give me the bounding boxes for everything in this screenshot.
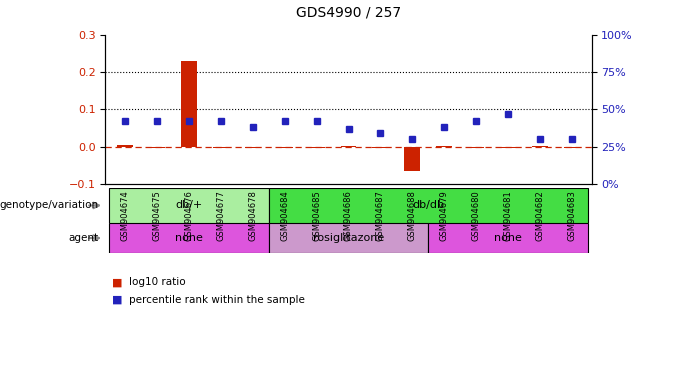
Text: GSM904676: GSM904676	[184, 190, 193, 241]
Text: db/+: db/+	[175, 200, 202, 210]
Text: GSM904680: GSM904680	[472, 190, 481, 241]
Bar	[437, 146, 452, 147]
Bar	[564, 147, 581, 148]
Text: GSM904683: GSM904683	[568, 190, 577, 241]
Text: agent: agent	[69, 233, 99, 243]
Bar	[149, 147, 165, 148]
Bar	[213, 147, 228, 148]
Text: db/db: db/db	[413, 200, 445, 210]
Bar	[405, 147, 420, 171]
Text: GSM904688: GSM904688	[408, 190, 417, 241]
Text: GSM904677: GSM904677	[216, 190, 225, 241]
Text: GSM904685: GSM904685	[312, 190, 321, 241]
Bar	[500, 147, 516, 148]
Bar	[245, 147, 260, 148]
Text: genotype/variation: genotype/variation	[0, 200, 99, 210]
Bar	[181, 61, 197, 147]
Text: log10 ratio: log10 ratio	[129, 277, 186, 287]
Text: ■: ■	[112, 277, 122, 287]
Bar	[469, 147, 484, 148]
Text: GSM904674: GSM904674	[120, 190, 129, 241]
Text: ■: ■	[112, 295, 122, 305]
Bar	[116, 145, 133, 147]
Bar	[428, 223, 588, 253]
Text: GSM904684: GSM904684	[280, 190, 289, 241]
Text: GSM904687: GSM904687	[376, 190, 385, 241]
Text: GSM904675: GSM904675	[152, 190, 161, 241]
Text: GSM904678: GSM904678	[248, 190, 257, 241]
Bar	[109, 188, 269, 223]
Text: GDS4990 / 257: GDS4990 / 257	[296, 5, 401, 19]
Text: none: none	[175, 233, 203, 243]
Text: GSM904679: GSM904679	[440, 190, 449, 241]
Text: none: none	[494, 233, 522, 243]
Bar	[269, 223, 428, 253]
Bar	[277, 147, 292, 148]
Bar	[309, 147, 324, 148]
Bar	[109, 223, 269, 253]
Bar	[532, 146, 548, 147]
Text: GSM904681: GSM904681	[504, 190, 513, 241]
Bar	[269, 188, 588, 223]
Bar	[341, 146, 356, 147]
Bar	[373, 147, 388, 148]
Text: percentile rank within the sample: percentile rank within the sample	[129, 295, 305, 305]
Text: GSM904686: GSM904686	[344, 190, 353, 241]
Text: GSM904682: GSM904682	[536, 190, 545, 241]
Text: rosiglitazone: rosiglitazone	[313, 233, 384, 243]
